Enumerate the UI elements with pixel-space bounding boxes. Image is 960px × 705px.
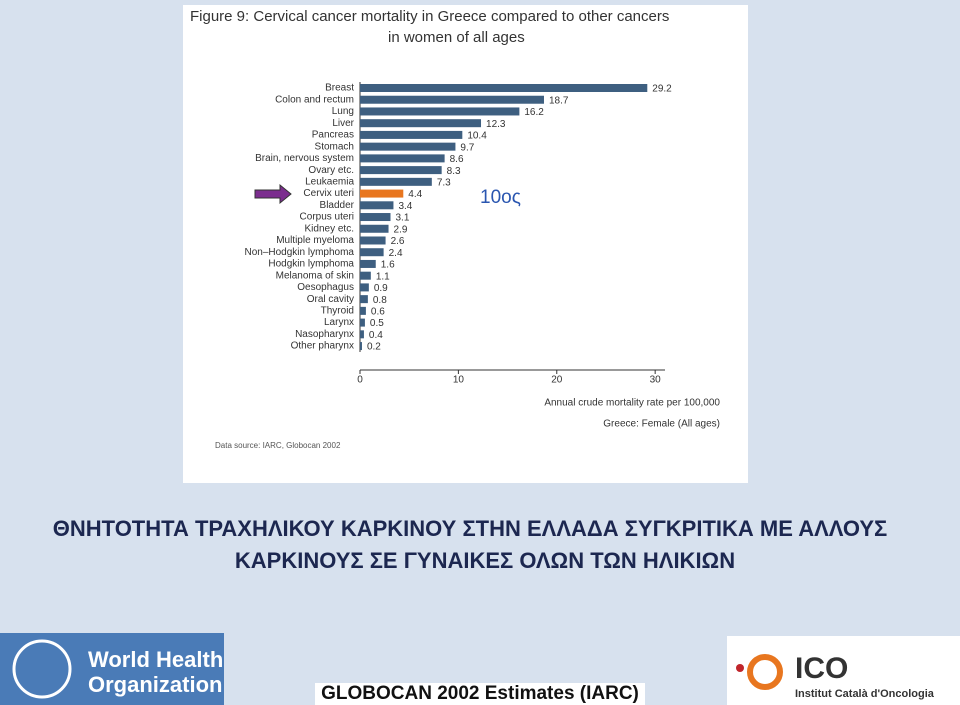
y-tick-label: Other pharynx [291,341,354,352]
x-tick-label: 10 [453,375,465,386]
x-tick-label: 0 [357,375,363,386]
bar [360,318,365,327]
y-tick-label: Melanoma of skin [276,270,354,281]
bar [360,154,445,163]
value-label: 3.4 [398,201,412,212]
x-tick-label: 30 [650,375,662,386]
value-label: 0.8 [373,295,387,306]
y-tick-label: Non–Hodgkin lymphoma [244,247,354,258]
bar [360,177,432,186]
y-tick-label: Ovary etc. [308,165,354,176]
bar [360,248,384,257]
y-tick-label: Larynx [324,317,354,328]
y-tick-label: Brain, nervous system [255,153,354,164]
y-tick-label: Corpus uteri [300,212,354,223]
footer-box [315,683,645,705]
y-tick-label: Kidney etc. [305,223,354,234]
value-label: 10.4 [467,131,487,142]
footer: GLOBOCAN 2002 Estimates (IARC) [321,683,639,704]
value-label: 2.4 [389,248,403,259]
slide-title: ΘΝΗΤΟΤΗΤΑ ΤΡΑΧΗΛΙΚΟΥ ΚΑΡΚΙΝΟΥ ΣΤΗΝ ΕΛΛΑΔ… [53,516,887,541]
value-label: 9.7 [460,142,474,153]
y-tick-label: Cervix uteri [303,188,354,199]
bar [360,295,368,304]
ico-logo [727,636,960,705]
value-label: 2.6 [391,236,405,247]
value-label: 2.9 [394,224,408,235]
value-label: 0.2 [367,342,381,353]
who-emblem [12,639,72,699]
value-label: 12.3 [486,119,506,130]
ico-dot [736,664,744,672]
bar [360,330,364,339]
bar [360,306,366,315]
bar [360,201,394,210]
value-label: 8.6 [450,154,464,165]
y-tick-label: Liver [332,118,354,129]
value-label: 1.6 [381,260,395,271]
y-tick-label: Thyroid [321,306,354,317]
arrow [254,183,292,205]
y-tick-label: Colon and rectum [275,94,354,105]
y-tick-label: Stomach [315,141,354,152]
bar [360,271,371,280]
who-text: World Health [88,647,223,672]
value-label: 3.1 [396,213,410,224]
bar [360,119,482,128]
value-label: 29.2 [652,84,672,95]
y-tick-label: Leukaemia [305,176,354,187]
value-label: 0.5 [370,318,384,329]
value-label: 1.1 [376,271,390,282]
value-label: 0.9 [374,283,388,294]
bar [360,283,369,292]
chart-subtitle: Greece: Female (All ages) [603,419,720,430]
ico-text: Institut Català d'Oncologia [795,688,935,700]
chart-title: Figure 9: Cervical cancer mortality in G… [190,8,669,25]
ico-text: ICO [795,652,848,685]
who-logo [0,633,224,705]
bar [360,213,391,222]
bar [360,166,442,175]
y-tick-label: Breast [325,83,354,94]
chart-title: in women of all ages [388,29,525,46]
y-tick-label: Bladder [320,200,355,211]
value-label: 7.3 [437,177,451,188]
ico-emblem [747,654,783,690]
value-label: 18.7 [549,95,569,106]
annotation: 10ος [480,187,521,208]
x-axis-label: Annual crude mortality rate per 100,000 [544,398,720,409]
source: Data source: IARC, Globocan 2002 [215,441,341,450]
x-tick-label: 20 [551,375,563,386]
chart-panel [183,5,748,483]
y-tick-label: Pancreas [312,130,354,141]
value-label: 0.6 [371,307,385,318]
bar [360,107,520,116]
value-label: 4.4 [408,189,422,200]
y-tick-label: Lung [332,106,354,117]
who-text: Organization [88,672,222,697]
y-tick-label: Oral cavity [307,294,354,305]
y-tick-label: Multiple myeloma [276,235,354,246]
bar [360,342,362,351]
bar [360,84,648,92]
y-tick-label: Nasopharynx [295,329,354,340]
value-label: 0.4 [369,330,383,341]
bar [360,259,376,268]
bar [360,142,456,151]
bar [360,189,404,198]
bar [360,130,463,139]
slide-title: ΚΑΡΚΙΝΟΥΣ ΣΕ ΓΥΝΑΙΚΕΣ ΟΛΩΝ ΤΩΝ ΗΛΙΚΙΩΝ [235,548,735,573]
value-label: 8.3 [447,166,461,177]
bar [360,95,544,104]
y-tick-label: Oesophagus [297,282,354,293]
bar [360,224,389,233]
bar [360,236,386,245]
y-tick-label: Hodgkin lymphoma [268,259,354,270]
value-label: 16.2 [524,107,544,118]
